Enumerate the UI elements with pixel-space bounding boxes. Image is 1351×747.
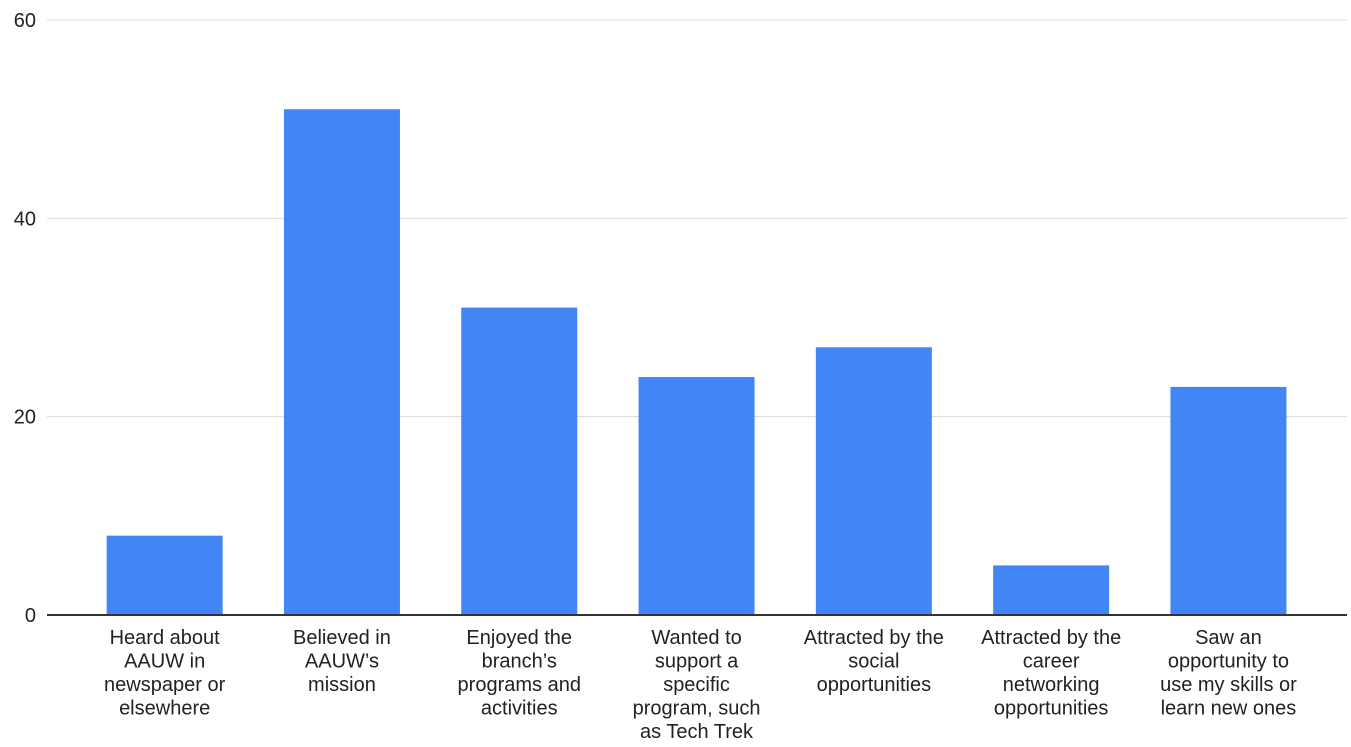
bar	[461, 307, 578, 615]
x-tick-label-line: specific	[663, 674, 730, 696]
x-tick-label-line: opportunity to	[1168, 651, 1289, 673]
bar	[1170, 386, 1287, 615]
x-tick-label-line: program, such	[633, 698, 761, 720]
x-tick-label-line: activities	[481, 698, 558, 720]
y-tick-label: 0	[25, 605, 36, 627]
bar	[815, 347, 932, 615]
bar	[638, 377, 755, 615]
x-tick-label-line: Enjoyed the	[466, 627, 572, 649]
x-tick-label-line: networking	[1003, 674, 1100, 696]
x-tick-label-line: use my skills or	[1160, 674, 1297, 696]
bars	[106, 109, 1287, 615]
x-tick-label-line: AAUW’s	[305, 651, 379, 673]
bar	[993, 565, 1110, 615]
x-tick-label-line: career	[1023, 651, 1080, 673]
x-tick-label-line: branch’s	[482, 651, 557, 673]
y-tick-label: 40	[14, 208, 36, 230]
x-tick-label-line: Believed in	[293, 627, 391, 649]
bar	[106, 535, 223, 615]
x-tick-label-line: opportunities	[817, 674, 932, 696]
x-tick-label-line: learn new ones	[1161, 698, 1297, 720]
x-tick-label-line: newspaper or	[104, 674, 226, 696]
x-tick-label-line: Heard about	[110, 627, 221, 649]
x-tick-label-line: support a	[655, 651, 739, 673]
x-tick-label-line: mission	[308, 674, 376, 696]
x-tick-label-line: Attracted by the	[981, 627, 1121, 649]
y-axis-tick-labels: 0 20 40 60	[14, 10, 36, 627]
x-tick-label-line: elsewhere	[119, 698, 210, 720]
y-tick-label: 20	[14, 407, 36, 429]
gridlines	[47, 19, 1347, 418]
x-tick-label-line: Wanted to	[651, 627, 741, 649]
x-tick-label-line: programs and	[458, 674, 581, 696]
x-tick-label-line: opportunities	[994, 698, 1109, 720]
x-tick-label: Attracted by thecareernetworkingopportun…	[981, 627, 1121, 720]
bar	[283, 109, 400, 615]
x-tick-label-line: Saw an	[1195, 627, 1262, 649]
x-tick-label-line: Attracted by the	[804, 627, 944, 649]
x-tick-label-line: AAUW in	[124, 651, 205, 673]
y-tick-label: 60	[14, 10, 36, 32]
x-tick-label-line: as Tech Trek	[640, 721, 754, 742]
x-tick-label-line: social	[848, 651, 899, 673]
